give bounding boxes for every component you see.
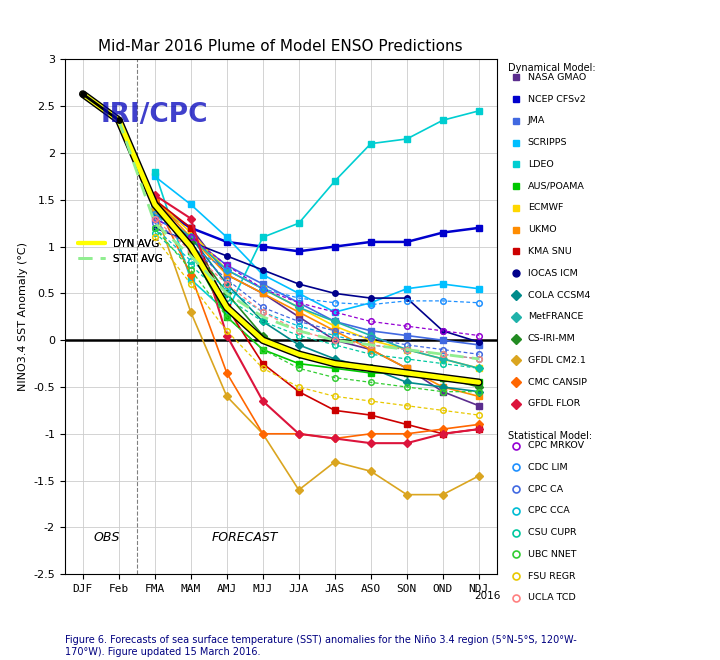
- Text: UCLA TCD: UCLA TCD: [528, 593, 575, 603]
- Text: KMA SNU: KMA SNU: [528, 247, 572, 256]
- Text: NASA GMAO: NASA GMAO: [528, 73, 586, 82]
- Text: Figure 6. Forecasts of sea surface temperature (SST) anomalies for the Niño 3.4 : Figure 6. Forecasts of sea surface tempe…: [65, 635, 577, 657]
- Text: COLA CCSM4: COLA CCSM4: [528, 290, 590, 300]
- Text: ECMWF: ECMWF: [528, 203, 563, 213]
- Text: JMA: JMA: [528, 116, 545, 125]
- Text: Statistical Model:: Statistical Model:: [508, 431, 592, 441]
- Text: CMC CANSIP: CMC CANSIP: [528, 378, 587, 387]
- Text: NCEP CFSv2: NCEP CFSv2: [528, 94, 585, 104]
- Text: SCRIPPS: SCRIPPS: [528, 138, 567, 147]
- Text: GFDL CM2.1: GFDL CM2.1: [528, 356, 585, 365]
- Text: UKMO: UKMO: [528, 225, 557, 234]
- Text: FSU REGR: FSU REGR: [528, 572, 575, 581]
- Text: Dynamical Model:: Dynamical Model:: [508, 63, 595, 73]
- Text: IRI/CPC: IRI/CPC: [101, 102, 208, 127]
- Text: CPC CCA: CPC CCA: [528, 506, 570, 515]
- Text: AUS/POAMA: AUS/POAMA: [528, 182, 585, 191]
- Text: LDEO: LDEO: [528, 160, 554, 169]
- Text: IOCAS ICM: IOCAS ICM: [528, 269, 577, 278]
- Text: GFDL FLOR: GFDL FLOR: [528, 399, 580, 409]
- Text: MetFRANCE: MetFRANCE: [528, 312, 583, 321]
- Text: CS-IRI-MM: CS-IRI-MM: [528, 334, 575, 343]
- Text: 2016: 2016: [474, 591, 500, 601]
- Text: FORECAST: FORECAST: [212, 531, 278, 544]
- Text: CPC MRKOV: CPC MRKOV: [528, 441, 584, 450]
- Title: Mid-Mar 2016 Plume of Model ENSO Predictions: Mid-Mar 2016 Plume of Model ENSO Predict…: [99, 39, 463, 54]
- Legend: DYN AVG, STAT AVG: DYN AVG, STAT AVG: [74, 234, 167, 268]
- Text: OBS: OBS: [93, 531, 120, 544]
- Y-axis label: NINO3.4 SST Anomaly (°C): NINO3.4 SST Anomaly (°C): [18, 242, 28, 391]
- Text: UBC NNET: UBC NNET: [528, 550, 576, 559]
- Text: CDC LIM: CDC LIM: [528, 463, 567, 472]
- Text: CSU CUPR: CSU CUPR: [528, 528, 577, 537]
- Text: CPC CA: CPC CA: [528, 484, 563, 494]
